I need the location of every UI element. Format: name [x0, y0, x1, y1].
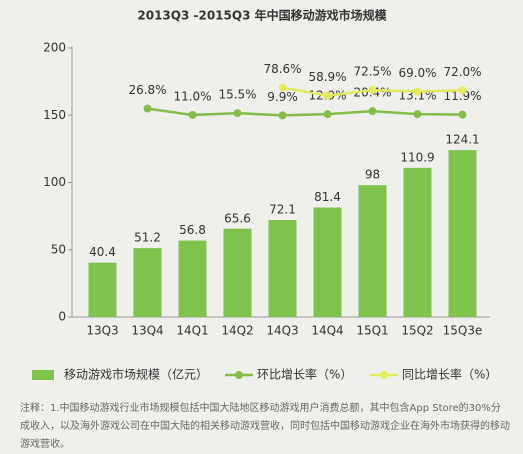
- data-label: 124.1: [445, 133, 479, 147]
- data-label: 110.9: [400, 150, 434, 164]
- point: [413, 110, 422, 119]
- legend-label: 同比增长率（%）: [402, 367, 497, 382]
- x-tick-label: 14Q1: [176, 324, 208, 338]
- data-label: 11.9%: [443, 89, 481, 103]
- bar: [268, 220, 297, 317]
- bar: [223, 228, 252, 317]
- data-label: 58.9%: [308, 70, 346, 84]
- data-label: 51.2: [134, 231, 161, 245]
- x-tick-label: 14Q4: [311, 324, 343, 338]
- y-tick-label: 150: [43, 108, 66, 122]
- legend-swatch: [235, 371, 243, 379]
- bar: [403, 167, 432, 317]
- bar: [448, 150, 477, 317]
- point: [413, 87, 422, 96]
- y-tick-label: 200: [43, 41, 66, 55]
- legend-swatch: [32, 370, 54, 380]
- point: [323, 91, 332, 100]
- data-label: 72.5%: [353, 65, 391, 79]
- point: [188, 110, 197, 119]
- x-tick-label: 14Q2: [221, 324, 253, 338]
- chart: 2013Q3 -2015Q3 年中国移动游戏市场规模 0 50 100 150 200 1…: [32, 8, 497, 382]
- y-tick-label: 100: [43, 175, 66, 189]
- x-tick-label: 15Q3e: [443, 324, 483, 338]
- legend-label: 环比增长率（%）: [257, 367, 352, 382]
- data-label: 78.6%: [263, 62, 301, 76]
- data-label: 26.8%: [128, 83, 166, 97]
- data-label: 81.4: [314, 190, 341, 204]
- line: [147, 107, 463, 117]
- y-tick-label: 50: [51, 242, 66, 256]
- bar: [88, 262, 117, 317]
- bar: [358, 185, 387, 317]
- data-label: 15.5%: [218, 88, 256, 102]
- point: [323, 110, 332, 119]
- footnote: 注释：1.中国移动游戏行业市场规模包括中国大陆地区移动游戏用户消费总额，其中包含…: [20, 403, 510, 450]
- data-label: 11.0%: [173, 89, 211, 103]
- chart-title: 2013Q3 -2015Q3 年中国移动游戏市场规模: [137, 8, 387, 23]
- point: [458, 110, 467, 119]
- point: [143, 104, 152, 113]
- bar: [178, 240, 207, 317]
- data-label: 69.0%: [398, 66, 436, 80]
- bar: [133, 248, 162, 317]
- point: [233, 109, 242, 118]
- data-label: 9.9%: [267, 90, 298, 104]
- data-label: 56.8: [179, 223, 206, 237]
- x-tick-label: 13Q4: [131, 324, 163, 338]
- legend-swatch: [380, 371, 388, 379]
- x-tick-label: 15Q1: [356, 324, 388, 338]
- data-label: 98: [365, 168, 380, 182]
- point: [368, 107, 377, 116]
- legend-label: 移动游戏市场规模（亿元）: [64, 367, 208, 382]
- point: [368, 86, 377, 95]
- data-label: 72.0%: [443, 65, 481, 79]
- data-label: 72.1: [269, 203, 296, 217]
- x-tick-label: 13Q3: [86, 324, 118, 338]
- point: [278, 83, 287, 92]
- data-label: 40.4: [89, 245, 116, 259]
- data-label: 65.6: [224, 211, 251, 225]
- x-tick-label: 15Q2: [401, 324, 433, 338]
- x-tick-label: 14Q3: [266, 324, 298, 338]
- point: [278, 111, 287, 120]
- bar: [313, 207, 342, 317]
- point: [458, 86, 467, 95]
- y-tick-label: 0: [58, 310, 66, 324]
